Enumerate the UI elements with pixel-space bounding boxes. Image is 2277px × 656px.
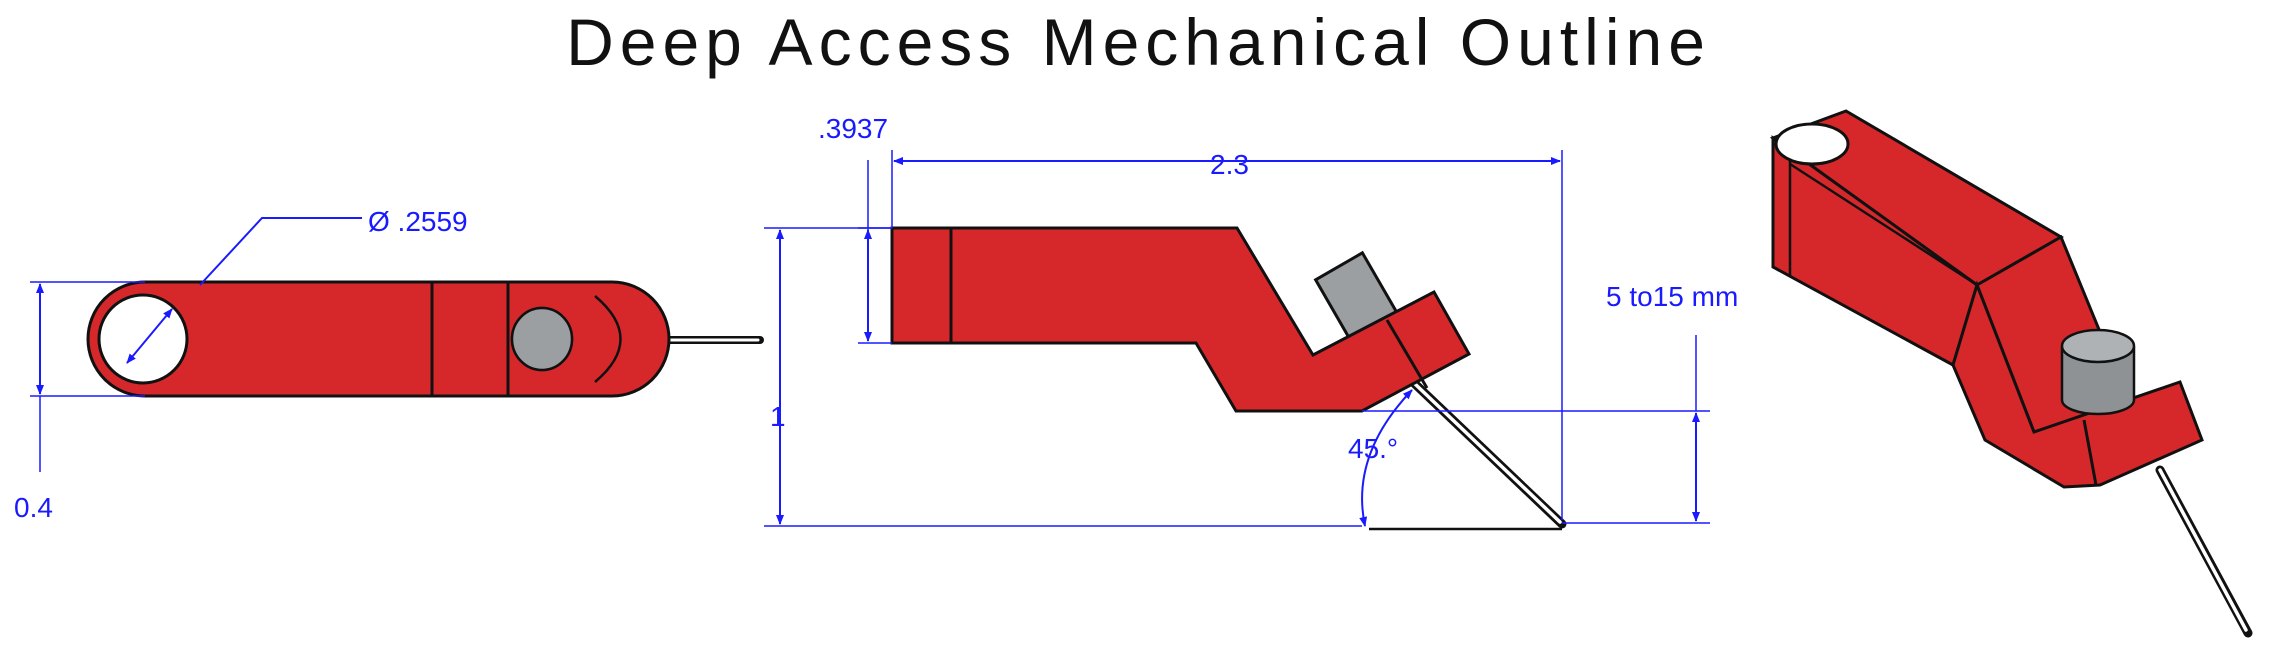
thickness-label: .3937 bbox=[818, 113, 888, 144]
side-view-body bbox=[890, 226, 1472, 413]
top-height-label: 0.4 bbox=[14, 492, 53, 523]
hole-diameter-arrow bbox=[126, 308, 173, 364]
top-view-body bbox=[86, 280, 671, 398]
isometric-view bbox=[1769, 109, 2253, 638]
angle-label: 45.° bbox=[1348, 433, 1398, 464]
hole-diameter-label: Ø .2559 bbox=[368, 206, 468, 237]
mounting-hole bbox=[97, 293, 189, 385]
hole-diameter-leader bbox=[199, 217, 362, 286]
top-view: Ø .2559 0.4 bbox=[14, 206, 764, 523]
iso-foot bbox=[1951, 280, 2204, 489]
side-view: .3937 2.3 1 45.° 5 to15 mm bbox=[764, 113, 1738, 531]
angle-arc bbox=[1359, 389, 1413, 527]
length-label: 2.3 bbox=[1210, 149, 1249, 180]
depth-range-label: 5 to15 mm bbox=[1606, 281, 1738, 312]
drawing-title: Deep Access Mechanical Outline bbox=[566, 5, 1711, 79]
iso-cylinder bbox=[2060, 328, 2136, 416]
iso-mounting-hole bbox=[1774, 122, 1850, 166]
height-label: 1 bbox=[770, 401, 786, 432]
